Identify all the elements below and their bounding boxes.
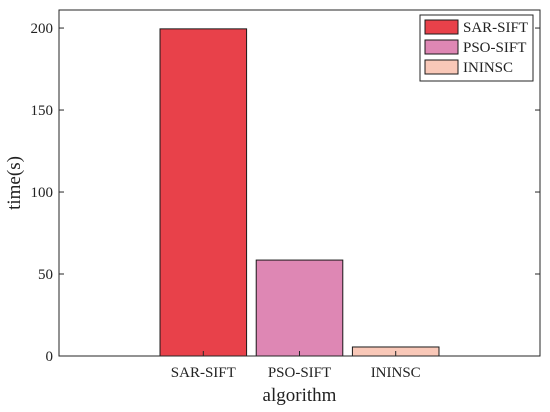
y-tick-label: 200	[31, 21, 54, 37]
x-tick-label: SAR-SIFT	[171, 365, 236, 381]
y-axis-ticks: 0 50 100 150 200	[31, 21, 540, 365]
x-tick-label: ININSC	[371, 365, 421, 381]
bars-group	[159, 28, 440, 357]
legend: SAR-SIFT PSO-SIFT ININSC	[419, 14, 534, 82]
y-tick-label: 50	[38, 267, 53, 283]
bar-pso-sift	[255, 259, 344, 357]
legend-label-sar-sift: SAR-SIFT	[463, 20, 528, 36]
x-tick-label: PSO-SIFT	[268, 365, 331, 381]
y-tick-label: 100	[31, 185, 54, 201]
legend-label-ininsc: ININSC	[463, 60, 513, 76]
y-tick-label: 150	[31, 103, 54, 119]
x-axis-ticks: SAR-SIFT PSO-SIFT ININSC	[171, 351, 421, 381]
legend-label-pso-sift: PSO-SIFT	[463, 40, 526, 56]
legend-swatch-sar-sift	[424, 19, 459, 35]
x-axis-label: algorithm	[263, 385, 337, 406]
y-tick-label: 0	[46, 349, 54, 365]
legend-swatch-pso-sift	[424, 39, 459, 55]
y-axis-label: time(s)	[4, 156, 25, 210]
bar-sar-sift	[159, 28, 248, 357]
legend-swatch-ininsc	[424, 59, 459, 75]
